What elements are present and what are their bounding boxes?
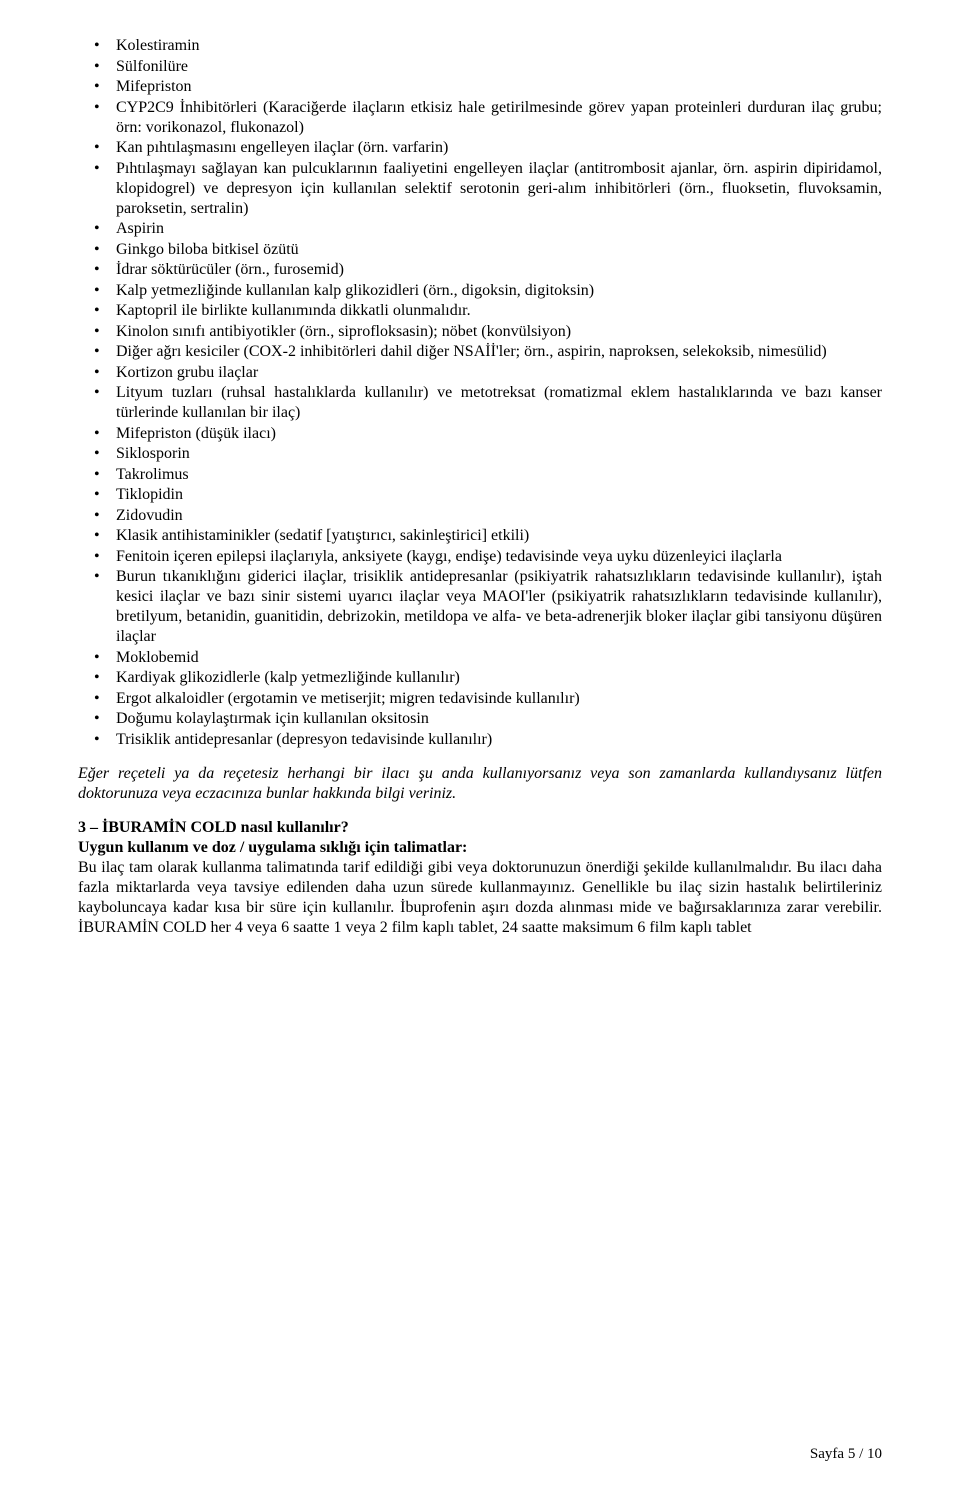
list-item: Kan pıhtılaşmasını engelleyen ilaçlar (ö… <box>78 138 882 158</box>
list-item: Kolestiramin <box>78 36 882 56</box>
list-item: Kalp yetmezliğinde kullanılan kalp gliko… <box>78 281 882 301</box>
body-paragraph: Bu ilaç tam olarak kullanma talimatında … <box>78 858 882 938</box>
list-item: Ergot alkaloidler (ergotamin ve metiserj… <box>78 689 882 709</box>
list-item: Aspirin <box>78 219 882 239</box>
notice-paragraph: Eğer reçeteli ya da reçetesiz herhangi b… <box>78 764 882 804</box>
list-item: Pıhtılaşmayı sağlayan kan pulcuklarının … <box>78 159 882 219</box>
list-item: Mifepriston <box>78 77 882 97</box>
list-item: Diğer ağrı kesiciler (COX-2 inhibitörler… <box>78 342 882 362</box>
list-item: Fenitoin içeren epilepsi ilaçlarıyla, an… <box>78 547 882 567</box>
bullet-list: Kolestiramin Sülfonilüre Mifepriston CYP… <box>78 36 882 750</box>
list-item: Siklosporin <box>78 444 882 464</box>
page-footer: Sayfa 5 / 10 <box>810 1445 882 1464</box>
list-item: Zidovudin <box>78 506 882 526</box>
list-item: Ginkgo biloba bitkisel özütü <box>78 240 882 260</box>
list-item: Kardiyak glikozidlerle (kalp yetmezliğin… <box>78 668 882 688</box>
list-item: Mifepriston (düşük ilacı) <box>78 424 882 444</box>
list-item: Takrolimus <box>78 465 882 485</box>
list-item: Trisiklik antidepresanlar (depresyon ted… <box>78 730 882 750</box>
list-item: Kortizon grubu ilaçlar <box>78 363 882 383</box>
list-item: Doğumu kolaylaştırmak için kullanılan ok… <box>78 709 882 729</box>
list-item: Kaptopril ile birlikte kullanımında dikk… <box>78 301 882 321</box>
subheading: Uygun kullanım ve doz / uygulama sıklığı… <box>78 838 882 858</box>
section-3-title: 3 – İBURAMİN COLD nasıl kullanılır? <box>78 818 882 838</box>
list-item: Klasik antihistaminikler (sedatif [yatış… <box>78 526 882 546</box>
list-item: İdrar söktürücüler (örn., furosemid) <box>78 260 882 280</box>
list-item: CYP2C9 İnhibitörleri (Karaciğerde ilaçla… <box>78 98 882 138</box>
list-item: Burun tıkanıklığını giderici ilaçlar, tr… <box>78 567 882 647</box>
list-item: Moklobemid <box>78 648 882 668</box>
list-item: Tiklopidin <box>78 485 882 505</box>
list-item: Sülfonilüre <box>78 57 882 77</box>
list-item: Kinolon sınıfı antibiyotikler (örn., sip… <box>78 322 882 342</box>
list-item: Lityum tuzları (ruhsal hastalıklarda kul… <box>78 383 882 423</box>
